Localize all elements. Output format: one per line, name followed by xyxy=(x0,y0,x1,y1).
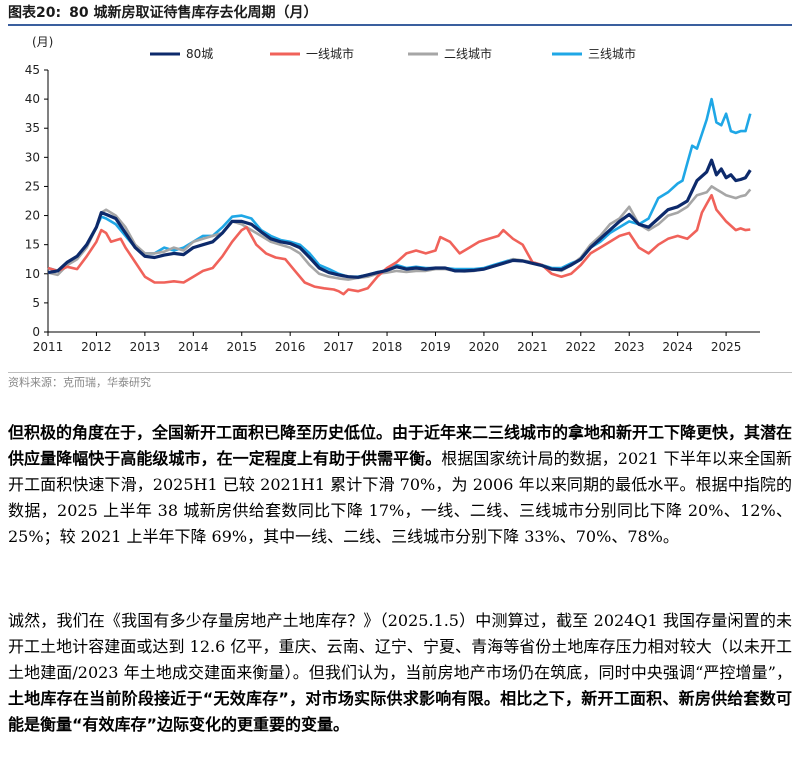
y-tick-label: 0 xyxy=(32,325,40,339)
x-tick-label: 2014 xyxy=(178,340,209,354)
legend-label-1: 80城 xyxy=(186,47,213,61)
paragraph-2: 诚然，我们在《我国有多少存量房地产土地库存？》（2025.1.5）中测算过，截至… xyxy=(8,608,792,738)
y-tick-label: 40 xyxy=(25,92,40,106)
x-tick-label: 2023 xyxy=(614,340,645,354)
legend-label-2: 一线城市 xyxy=(306,46,354,61)
y-tick-label: 30 xyxy=(25,150,40,164)
x-tick-label: 2015 xyxy=(226,340,257,354)
y-tick-label: 15 xyxy=(25,238,40,252)
y-tick-label: 5 xyxy=(32,296,40,310)
legend-label-4: 三线城市 xyxy=(588,46,636,61)
series-line-2 xyxy=(47,193,751,296)
x-tick-label: 2019 xyxy=(420,340,451,354)
x-tick-label: 2012 xyxy=(81,340,112,354)
paragraph-1-body: 根据国家统计局的数据，2021 下半年以来全国新开工面积快速下滑，2025H1 … xyxy=(8,449,792,546)
figure-label: 图表20: xyxy=(8,5,62,21)
series-line-1 xyxy=(47,158,752,279)
figure-title-text: 80 城新房取证待售库存去化周期（月） xyxy=(69,5,318,21)
y-tick-label: 10 xyxy=(25,267,40,281)
y-tick-label: 45 xyxy=(25,63,40,77)
x-tick-label: 2011 xyxy=(33,340,64,354)
series-line-3 xyxy=(47,185,752,281)
y-tick-label: 25 xyxy=(25,179,40,193)
x-tick-label: 2018 xyxy=(372,340,403,354)
x-tick-label: 2016 xyxy=(275,340,306,354)
figure-title: 图表20: 80 城新房取证待售库存去化周期（月） xyxy=(8,2,792,26)
y-tick-label: 35 xyxy=(25,121,40,135)
y-axis-label: (月) xyxy=(32,35,53,49)
paragraph-1-bold: 但积极的角度在于，全国新开工面积已降至历史低位。由于近年来二三线城市的拿地和新开… xyxy=(8,423,793,468)
x-tick-label: 2021 xyxy=(517,340,548,354)
legend-label-3: 二线城市 xyxy=(444,46,492,61)
x-tick-label: 2020 xyxy=(469,340,500,354)
x-tick-label: 2022 xyxy=(566,340,597,354)
x-tick-label: 2013 xyxy=(130,340,161,354)
paragraph-1: 但积极的角度在于，全国新开工面积已降至历史低位。由于近年来二三线城市的拿地和新开… xyxy=(8,420,792,550)
paragraph-2-body: 诚然，我们在《我国有多少存量房地产土地库存？》（2025.1.5）中测算过，截至… xyxy=(8,611,792,682)
x-tick-label: 2024 xyxy=(662,340,693,354)
paragraph-2-bold: 土地库存在当前阶段接近于“无效库存”，对市场实际供求影响有限。相比之下，新开工面… xyxy=(8,689,792,734)
figure-source: 资料来源：克而瑞，华泰研究 xyxy=(8,372,792,391)
x-tick-label: 2017 xyxy=(323,340,354,354)
x-tick-label: 2025 xyxy=(711,340,742,354)
y-tick-label: 20 xyxy=(25,209,40,223)
